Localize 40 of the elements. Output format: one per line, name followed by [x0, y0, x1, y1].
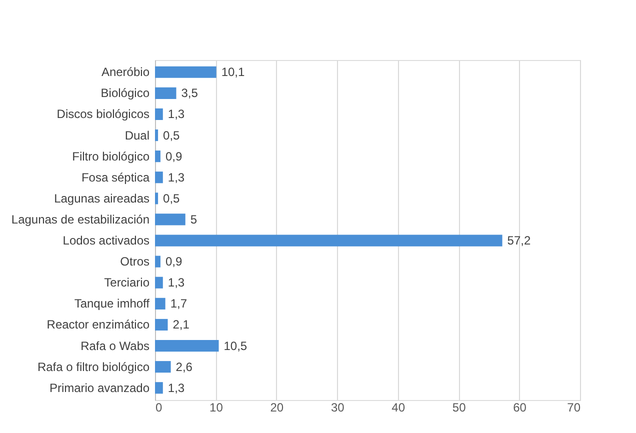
data-label: 3,5 — [181, 86, 198, 100]
y-tick-label: Lodos activados — [62, 234, 150, 248]
y-tick-label: Dual — [124, 128, 150, 142]
data-label: 2,1 — [172, 318, 190, 332]
y-tick-label: Discos biológicos — [56, 107, 150, 122]
data-label: 57,2 — [507, 234, 531, 248]
data-label: 10,1 — [221, 65, 246, 80]
data-label: 10,5 — [224, 338, 248, 353]
x-tick-label: 60 — [513, 400, 527, 414]
x-tick-label: 10 — [210, 400, 224, 414]
data-label: 0,5 — [163, 128, 180, 142]
y-tick-label: Otros — [120, 254, 150, 269]
x-tick-label: 0 — [156, 400, 162, 414]
y-tick-label: Tanque imhoff — [74, 296, 150, 311]
x-tick-label: 70 — [567, 400, 581, 414]
y-tick-label: Filtro biológico — [72, 149, 150, 164]
data-label: 5 — [190, 212, 198, 226]
y-tick-label: Biológico — [100, 86, 150, 100]
y-tick-label: Terciario — [104, 276, 150, 290]
y-tick-label: Aneróbio — [101, 65, 150, 80]
y-tick-label: Fosa séptica — [81, 170, 150, 184]
y-tick-label: Reactor enzimático — [46, 318, 150, 332]
x-tick-label: 30 — [330, 400, 345, 414]
data-label: 0,9 — [165, 254, 182, 269]
data-label: 0,5 — [163, 191, 180, 206]
y-tick-label: Lagunas aireadas — [54, 191, 150, 206]
data-label: 0,9 — [165, 149, 182, 164]
data-label: 1,3 — [168, 107, 185, 122]
data-label: 1,3 — [168, 380, 185, 395]
x-tick-label: 40 — [392, 400, 406, 414]
y-tick-label: Rafa o filtro biológico — [37, 360, 150, 374]
x-tick-label: 50 — [452, 400, 466, 414]
data-label: 1,7 — [170, 296, 188, 311]
y-tick-label: Rafa o Wabs — [80, 338, 150, 353]
data-label: 2,6 — [176, 360, 193, 374]
y-tick-label: Lagunas de estabilización — [11, 212, 150, 226]
data-label: 1,3 — [168, 170, 185, 184]
x-tick-label: 20 — [270, 400, 284, 414]
data-label: 1,3 — [168, 276, 185, 290]
y-tick-label: Primario avanzado — [49, 380, 150, 395]
